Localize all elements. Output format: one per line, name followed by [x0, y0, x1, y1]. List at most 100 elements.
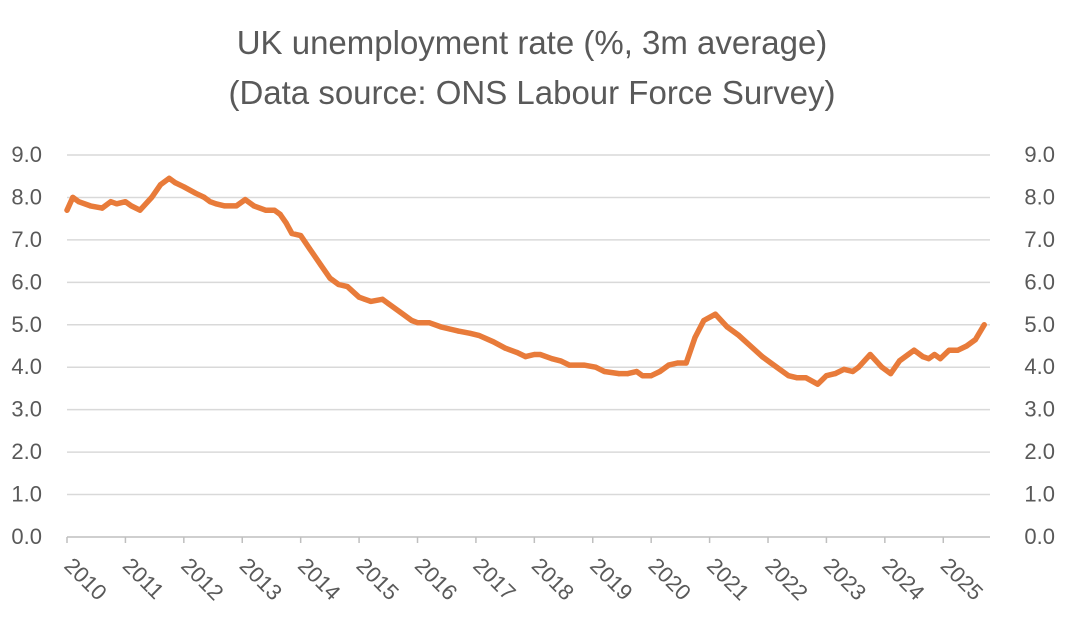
- y-tick-label-right: 5.0: [1024, 312, 1055, 337]
- y-tick-label-right: 7.0: [1024, 227, 1055, 252]
- series-line: [64, 175, 987, 387]
- data-point: [201, 194, 207, 200]
- data-point: [747, 343, 754, 349]
- data-point: [76, 199, 82, 205]
- data-point: [867, 351, 873, 358]
- data-point: [657, 368, 663, 375]
- data-point: [774, 364, 780, 370]
- data-point: [438, 324, 444, 330]
- data-point: [409, 317, 415, 324]
- y-tick-label-left: 5.0: [11, 312, 42, 337]
- data-point: [368, 298, 374, 304]
- data-point: [964, 343, 970, 349]
- data-point: [379, 296, 386, 302]
- data-point: [336, 281, 342, 288]
- y-tick-label-left: 2.0: [11, 439, 42, 464]
- chart-title: UK unemployment rate (%, 3m average): [237, 24, 828, 61]
- data-point: [233, 203, 239, 209]
- data-point: [362, 296, 368, 302]
- x-tick-label: 2012: [176, 553, 228, 605]
- data-point: [639, 373, 646, 379]
- data-point: [192, 190, 199, 196]
- data-point: [447, 326, 453, 332]
- data-point: [888, 371, 894, 377]
- y-tick-label-right: 6.0: [1024, 269, 1055, 294]
- y-tick-label-left: 3.0: [11, 397, 42, 422]
- data-point: [926, 356, 932, 362]
- data-point: [905, 351, 911, 358]
- data-point: [815, 381, 821, 387]
- left-y-axis: 0.0 1.0 2.0 3.0 4.0 5.0 6.0 7.0 8.0 9.0: [11, 142, 42, 549]
- y-tick-label-right: 9.0: [1024, 142, 1055, 167]
- data-point: [768, 360, 774, 366]
- data-point: [128, 203, 134, 209]
- data-point: [476, 332, 482, 338]
- y-tick-label-right: 3.0: [1024, 397, 1055, 422]
- data-point: [251, 203, 257, 209]
- data-point: [601, 368, 608, 375]
- data-point: [937, 356, 943, 362]
- data-point: [166, 175, 172, 181]
- data-point: [426, 320, 432, 326]
- data-point: [593, 364, 599, 370]
- data-point: [981, 322, 987, 328]
- data-point: [306, 245, 312, 251]
- x-tick-label: 2025: [936, 553, 988, 605]
- data-point: [157, 182, 164, 188]
- data-point: [972, 337, 979, 343]
- data-point: [683, 360, 689, 366]
- data-point: [701, 317, 707, 324]
- x-tick-label: 2018: [527, 553, 579, 605]
- data-point: [122, 199, 128, 205]
- data-point: [531, 351, 537, 358]
- x-tick-label: 2014: [293, 553, 345, 605]
- y-tick-label-right: 4.0: [1024, 354, 1055, 379]
- data-point: [712, 311, 719, 317]
- data-point: [149, 194, 155, 200]
- chart-subtitle: (Data source: ONS Labour Force Survey): [228, 74, 835, 111]
- data-point: [283, 220, 289, 226]
- x-tick-label: 2013: [235, 553, 287, 605]
- data-point: [625, 371, 631, 377]
- data-point: [114, 201, 120, 207]
- y-tick-label-right: 1.0: [1024, 482, 1055, 507]
- data-point: [213, 201, 219, 207]
- data-point: [467, 330, 473, 336]
- x-tick-label: 2020: [644, 553, 696, 605]
- data-point: [172, 180, 178, 186]
- data-point: [616, 371, 622, 377]
- x-tick-label: 2024: [877, 553, 929, 605]
- y-tick-label-right: 8.0: [1024, 184, 1055, 209]
- x-tick-label: 2022: [760, 553, 812, 605]
- data-point: [931, 351, 938, 358]
- data-point: [289, 230, 295, 237]
- y-tick-label-left: 4.0: [11, 354, 42, 379]
- data-point: [856, 364, 862, 370]
- data-point: [137, 207, 143, 213]
- x-axis: 2010 2011 2012 2013 2014 2015 2016 2017 2018 2019…: [59, 537, 988, 605]
- y-tick-label-right: 0.0: [1024, 524, 1055, 549]
- x-tick-label: 2019: [585, 553, 637, 605]
- y-tick-label-left: 8.0: [11, 184, 42, 209]
- data-point: [850, 368, 856, 375]
- data-point: [911, 347, 917, 353]
- data-point: [946, 347, 952, 353]
- x-tick-label: 2016: [410, 553, 462, 605]
- data-point: [455, 328, 461, 334]
- x-tick-label: 2017: [468, 553, 520, 605]
- data-point: [385, 301, 391, 307]
- data-point: [759, 354, 765, 360]
- data-point: [537, 351, 543, 358]
- data-point: [181, 184, 187, 190]
- data-point: [64, 207, 70, 213]
- data-point: [920, 354, 926, 360]
- data-point: [648, 373, 654, 379]
- x-tick-label: 2015: [352, 553, 404, 605]
- data-point: [490, 339, 496, 345]
- data-point: [318, 262, 324, 268]
- x-tick-label: 2023: [819, 553, 871, 605]
- data-point: [514, 349, 520, 355]
- y-tick-label-right: 2.0: [1024, 439, 1055, 464]
- data-point: [70, 194, 76, 200]
- data-point: [803, 375, 809, 381]
